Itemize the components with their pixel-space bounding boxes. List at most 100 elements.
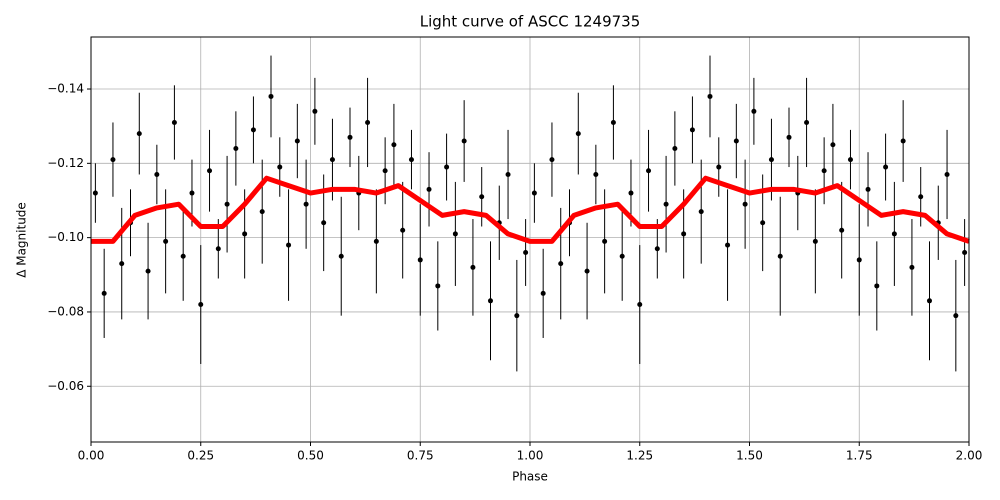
data-point xyxy=(751,108,757,114)
x-tick-label: 0.00 xyxy=(78,449,105,463)
data-point xyxy=(874,283,880,289)
y-axis-label: Δ Magnitude xyxy=(15,202,29,278)
data-point xyxy=(233,145,239,151)
data-point xyxy=(856,257,862,263)
data-point xyxy=(487,298,493,304)
data-point xyxy=(312,108,318,114)
data-point xyxy=(391,142,397,148)
data-point xyxy=(347,134,353,140)
data-point xyxy=(953,313,959,319)
data-point xyxy=(646,168,652,174)
data-point xyxy=(119,261,125,267)
data-point xyxy=(575,131,581,137)
data-point xyxy=(760,220,766,226)
data-point xyxy=(619,253,625,259)
data-point xyxy=(303,201,309,207)
data-point xyxy=(602,238,608,244)
y-tick-label: −0.12 xyxy=(47,156,84,170)
data-point xyxy=(672,145,678,151)
data-point xyxy=(593,171,599,177)
data-point xyxy=(505,171,511,177)
data-point xyxy=(198,302,204,308)
data-point xyxy=(584,268,590,274)
chart-title: Light curve of ASCC 1249735 xyxy=(420,13,641,31)
data-point xyxy=(101,290,107,296)
data-point xyxy=(847,157,853,163)
data-point xyxy=(321,220,327,226)
data-point xyxy=(549,157,555,163)
data-point xyxy=(962,250,968,256)
data-point xyxy=(189,190,195,196)
data-point xyxy=(926,298,932,304)
data-point xyxy=(154,171,160,177)
data-point xyxy=(417,257,423,263)
data-point xyxy=(242,231,248,237)
data-point xyxy=(461,138,467,144)
data-point xyxy=(365,119,371,125)
data-point xyxy=(444,164,450,170)
x-tick-label: 0.25 xyxy=(187,449,214,463)
y-tick-label: −0.08 xyxy=(47,304,84,318)
data-point xyxy=(839,227,845,233)
grid xyxy=(90,37,970,442)
data-point xyxy=(733,138,739,144)
data-point xyxy=(426,186,432,192)
data-point xyxy=(628,190,634,196)
data-point xyxy=(92,190,98,196)
data-point xyxy=(163,238,169,244)
x-tick-label: 1.00 xyxy=(517,449,544,463)
data-point xyxy=(470,264,476,270)
data-point xyxy=(610,119,616,125)
data-point xyxy=(479,194,485,200)
binned-curve xyxy=(91,175,970,244)
data-point xyxy=(865,186,871,192)
data-point xyxy=(514,313,520,319)
data-point xyxy=(821,168,827,174)
data-point xyxy=(698,209,704,215)
data-point xyxy=(329,157,335,163)
data-point xyxy=(777,253,783,259)
data-point xyxy=(558,261,564,267)
data-point xyxy=(435,283,441,289)
x-tick-label: 0.50 xyxy=(297,449,324,463)
data-point xyxy=(768,157,774,163)
data-point xyxy=(909,264,915,270)
data-point xyxy=(681,231,687,237)
data-point xyxy=(812,238,818,244)
data-point xyxy=(540,290,546,296)
ticks: 0.00 0.25 0.50 0.75 1.00 1.25 1.50 1.75 2.00 −0.1… xyxy=(47,82,982,463)
data-point xyxy=(654,246,660,252)
x-axis-label: Phase xyxy=(512,470,548,484)
data-point xyxy=(883,164,889,170)
data-point xyxy=(259,209,265,215)
data-point xyxy=(215,246,221,252)
data-point xyxy=(891,231,897,237)
data-point xyxy=(523,250,529,256)
data-point xyxy=(136,131,142,137)
data-point xyxy=(180,253,186,259)
y-tick-label: −0.14 xyxy=(47,82,84,96)
plot-area xyxy=(91,55,970,372)
data-point xyxy=(900,138,906,144)
y-tick-label: −0.06 xyxy=(47,379,84,393)
data-point xyxy=(716,164,722,170)
data-point xyxy=(830,142,836,148)
data-point xyxy=(373,238,379,244)
data-point xyxy=(408,157,414,163)
x-tick-label: 1.75 xyxy=(846,449,873,463)
data-point xyxy=(400,227,406,233)
x-tick-label: 0.75 xyxy=(407,449,434,463)
data-point xyxy=(268,93,274,99)
data-point xyxy=(725,242,731,248)
data-point xyxy=(918,194,924,200)
data-point xyxy=(742,201,748,207)
data-point xyxy=(250,127,256,133)
x-tick-label: 1.50 xyxy=(736,449,763,463)
data-point xyxy=(531,190,537,196)
data-point xyxy=(110,157,116,163)
data-point xyxy=(207,168,213,174)
data-point xyxy=(171,119,177,125)
data-point xyxy=(224,201,230,207)
